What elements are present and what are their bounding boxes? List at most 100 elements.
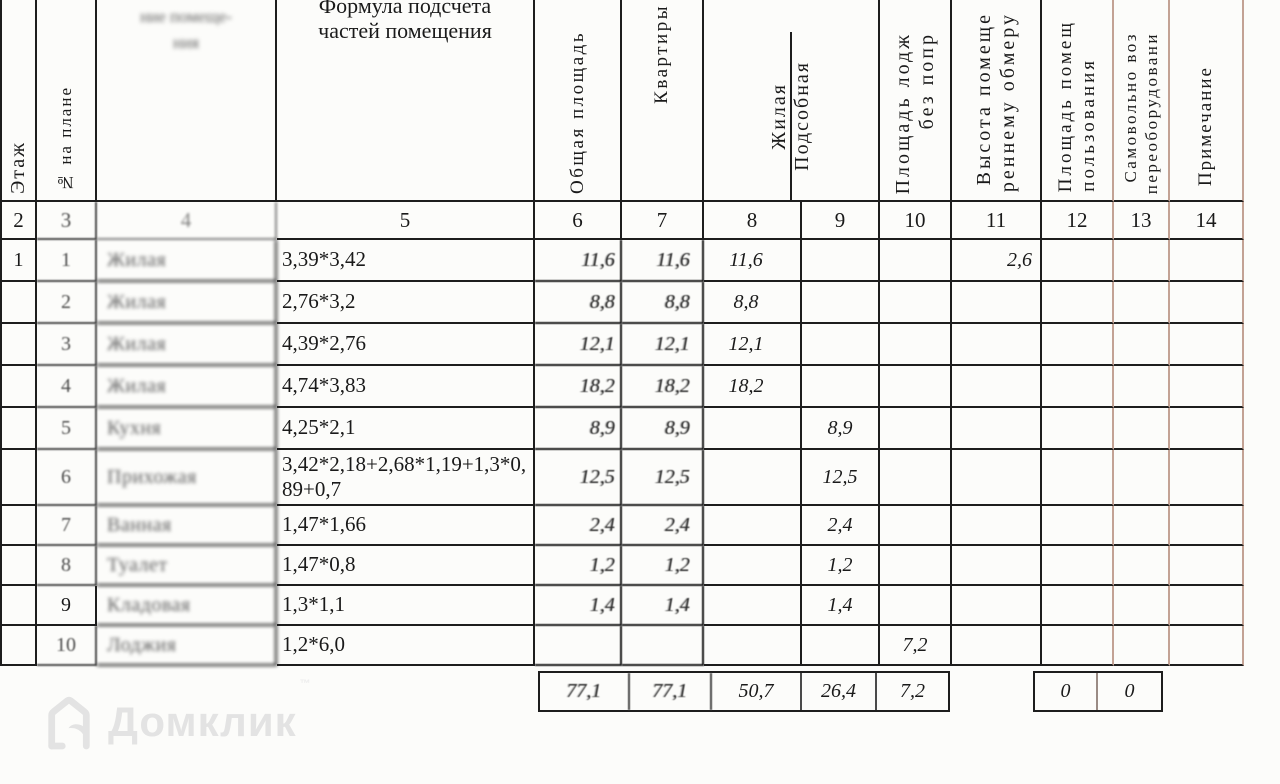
cell-plan-no: 5 (37, 408, 97, 450)
cell-formula: 1,47*1,66 (277, 506, 535, 546)
cell-room-name: Туалет (97, 546, 277, 586)
table-header-row: Этаж № на плане ние помеще- ния Формула … (2, 0, 1244, 202)
cell-apartment-area: 2,4 (622, 506, 704, 546)
cell-floor: 1 (2, 240, 37, 282)
cell-note (1170, 586, 1244, 626)
header-unauthorized: Самовольно воз переоборудовани (1114, 0, 1170, 202)
apartment-area-sum: 77,1 (630, 673, 712, 710)
cell-auxiliary-area (802, 626, 880, 666)
cell-room-name: Кладовая (97, 586, 277, 626)
cell-unauthorized (1114, 282, 1170, 324)
cell-room-name: Жилая (97, 282, 277, 324)
cell-floor (2, 626, 37, 666)
cell-living-area (704, 546, 802, 586)
cell-note (1170, 240, 1244, 282)
header-use-area-label-2: пользования (1077, 58, 1099, 192)
cell-formula: 4,25*2,1 (277, 408, 535, 450)
cell-use-area (1042, 240, 1114, 282)
cell-unauthorized (1114, 626, 1170, 666)
cell-loggia-area: 7,2 (880, 626, 952, 666)
cell-living-area: 11,6 (704, 240, 802, 282)
cell-plan-no: 1 (37, 240, 97, 282)
header-formula: Формула подсчета частей помещения (277, 0, 535, 202)
cell-height (952, 282, 1042, 324)
cell-total-area: 2,4 (535, 506, 622, 546)
cell-height (952, 366, 1042, 408)
table-row: 1 1 Жилая 3,39*3,42 11,6 11,6 11,6 2,6 (2, 240, 1244, 282)
cell-total-area: 8,9 (535, 408, 622, 450)
cell-plan-no: 9 (37, 586, 97, 626)
cell-formula: 1,3*1,1 (277, 586, 535, 626)
header-room-name-label: ние помеще- ния (140, 7, 232, 52)
cell-loggia-area (880, 586, 952, 626)
cell-unauthorized (1114, 366, 1170, 408)
table-row: 6 Прихожая 3,42*2,18+2,68*1,19+1,3*0,89+… (2, 450, 1244, 506)
cell-formula: 4,74*3,83 (277, 366, 535, 408)
column-number: 8 (704, 202, 802, 240)
loggia-area-sum: 7,2 (900, 680, 925, 702)
cell-room-name: Кухня (97, 408, 277, 450)
header-note: Примечание (1170, 0, 1244, 202)
cell-plan-no: 6 (37, 450, 97, 506)
cell-room-name: Жилая (97, 366, 277, 408)
cell-plan-no: 3 (37, 324, 97, 366)
cell-formula: 3,39*3,42 (277, 240, 535, 282)
header-auxiliary-label: Подсобная (791, 61, 813, 171)
table-row: 5 Кухня 4,25*2,1 8,9 8,9 8,9 (2, 408, 1244, 450)
cell-floor (2, 586, 37, 626)
cell-note (1170, 408, 1244, 450)
cell-note (1170, 324, 1244, 366)
cell-total-area: 1,2 (535, 546, 622, 586)
table-row: 2 Жилая 2,76*3,2 8,8 8,8 8,8 (2, 282, 1244, 324)
cell-loggia-area (880, 408, 952, 450)
cell-use-area (1042, 626, 1114, 666)
header-use-area: Площадь помещ пользования (1042, 0, 1114, 202)
cell-use-area (1042, 546, 1114, 586)
header-plan-no-label: № на плане (56, 86, 76, 192)
cell-unauthorized (1114, 240, 1170, 282)
column-number: 9 (802, 202, 880, 240)
cell-total-area (535, 626, 622, 666)
table-row: 9 Кладовая 1,3*1,1 1,4 1,4 1,4 (2, 586, 1244, 626)
header-room-name: ние помеще- ния (97, 0, 277, 202)
watermark: Домклик™ (44, 679, 311, 750)
header-plan-no: № на плане (37, 0, 97, 202)
cell-apartment-area: 1,2 (622, 546, 704, 586)
table-row: 4 Жилая 4,74*3,83 18,2 18,2 18,2 (2, 366, 1244, 408)
cell-height (952, 324, 1042, 366)
cell-formula: 3,42*2,18+2,68*1,19+1,3*0,89+0,7 (277, 450, 535, 506)
cell-loggia-area (880, 506, 952, 546)
totals-zero-box: 0 0 (1033, 671, 1163, 712)
totals-areas-box: 77,1 77,1 50,7 26,4 7,2 (538, 671, 950, 712)
cell-use-area (1042, 450, 1114, 506)
cell-loggia-area (880, 450, 952, 506)
unauthorized-sum: 0 (1124, 680, 1135, 702)
cell-unauthorized (1114, 546, 1170, 586)
cell-living-area (704, 408, 802, 450)
cell-total-area: 12,1 (535, 324, 622, 366)
cell-apartment-area: 12,5 (622, 450, 704, 506)
cell-use-area (1042, 324, 1114, 366)
cell-formula: 1,47*0,8 (277, 546, 535, 586)
cell-total-area: 18,2 (535, 366, 622, 408)
cell-height (952, 450, 1042, 506)
cell-plan-no: 2 (37, 282, 97, 324)
cell-apartment-area: 12,1 (622, 324, 704, 366)
cell-apartment-area: 11,6 (622, 240, 704, 282)
cell-auxiliary-area (802, 324, 880, 366)
cell-floor (2, 324, 37, 366)
cell-loggia-area (880, 366, 952, 408)
cell-auxiliary-area: 1,4 (802, 586, 880, 626)
cell-unauthorized (1114, 450, 1170, 506)
cell-formula: 4,39*2,76 (277, 324, 535, 366)
cell-loggia-area (880, 546, 952, 586)
cell-formula: 2,76*3,2 (277, 282, 535, 324)
cell-living-area (704, 626, 802, 666)
column-number: 5 (277, 202, 535, 240)
cell-auxiliary-area: 1,2 (802, 546, 880, 586)
cell-use-area (1042, 408, 1114, 450)
header-height-label-2: реннему обмеру (996, 11, 1019, 192)
cell-use-area (1042, 506, 1114, 546)
column-number: 13 (1114, 202, 1170, 240)
